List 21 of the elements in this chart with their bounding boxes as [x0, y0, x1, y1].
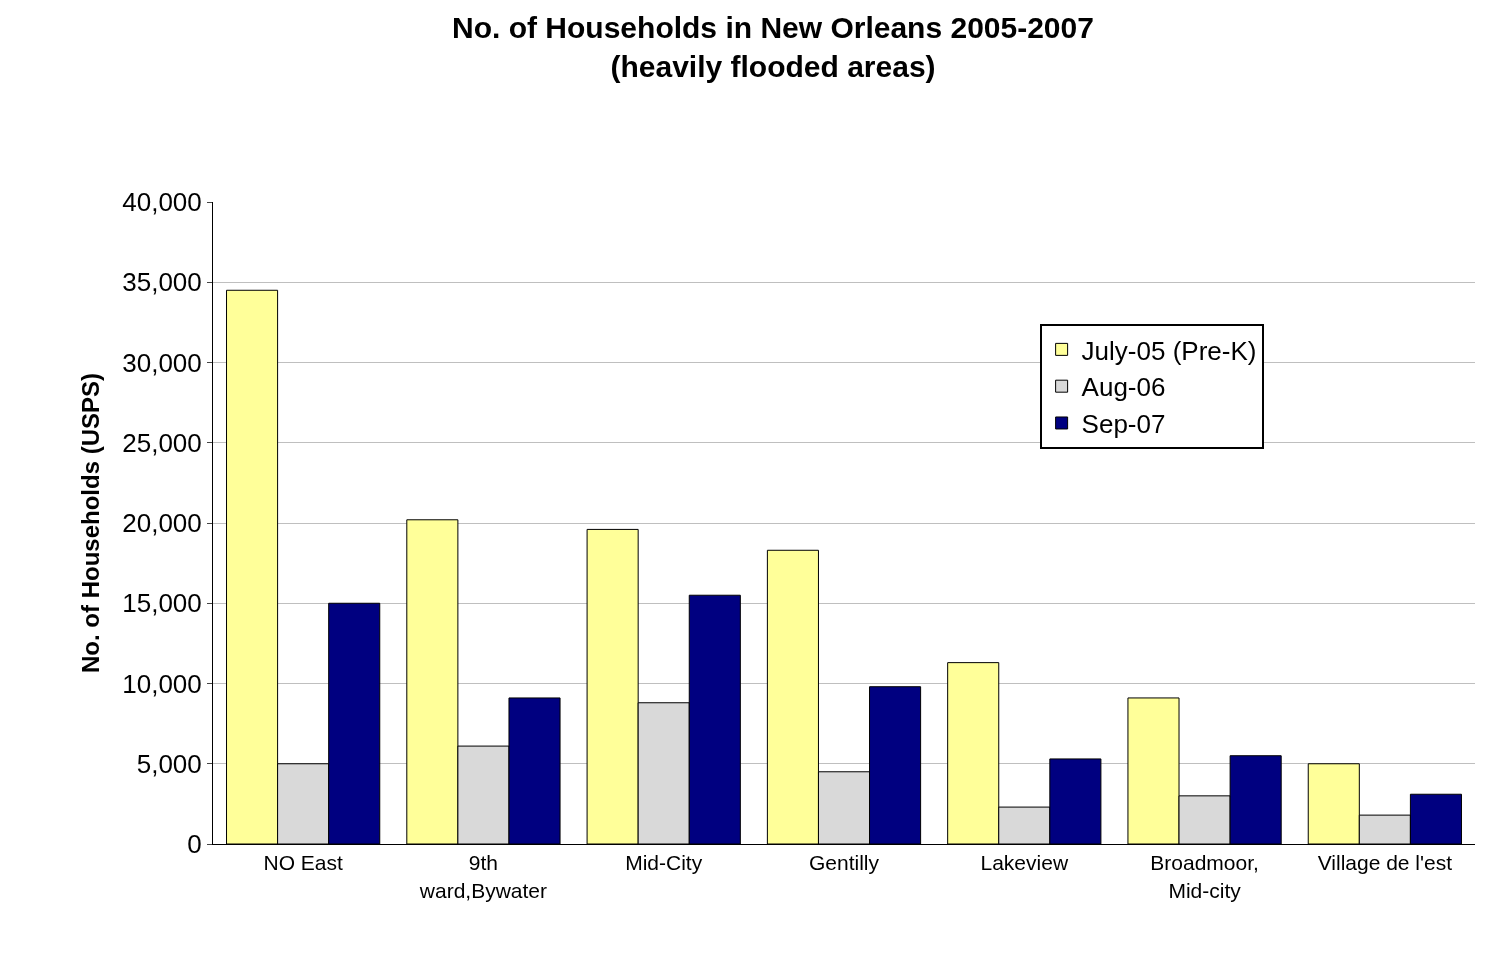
y-tick-label: 40,000 — [122, 187, 202, 218]
y-axis-title: No. of Households (USPS) — [77, 373, 105, 673]
x-tick-label: Gentilly — [808, 851, 880, 875]
y-tick-label: 20,000 — [122, 508, 202, 539]
x-tick-label: NO East — [263, 851, 343, 875]
y-tick-label: 35,000 — [122, 267, 202, 298]
chart-title: No. of Households in New Orleans 2005-2007 (heavily flooded areas) — [452, 11, 1094, 84]
x-tick-label: Village de l'est — [1317, 851, 1453, 875]
legend-label: July-05 (Pre-K) — [1081, 335, 1257, 366]
y-tick-label: 25,000 — [122, 427, 202, 458]
legend-label: Aug-06 — [1081, 372, 1166, 403]
x-tick-label: Mid-City — [625, 851, 703, 875]
x-tick-label: Lakeview — [980, 851, 1069, 875]
x-tick-label: 9th ward,Bywater — [418, 851, 548, 902]
legend-label: Sep-07 — [1081, 409, 1166, 440]
y-tick-label: 0 — [187, 829, 202, 860]
y-tick-label: 30,000 — [122, 347, 202, 378]
y-tick-label: 15,000 — [122, 588, 202, 619]
y-tick-label: 5,000 — [136, 748, 202, 779]
y-tick-label: 10,000 — [122, 668, 202, 699]
x-tick-label: Broadmoor, Mid-city — [1150, 851, 1259, 902]
